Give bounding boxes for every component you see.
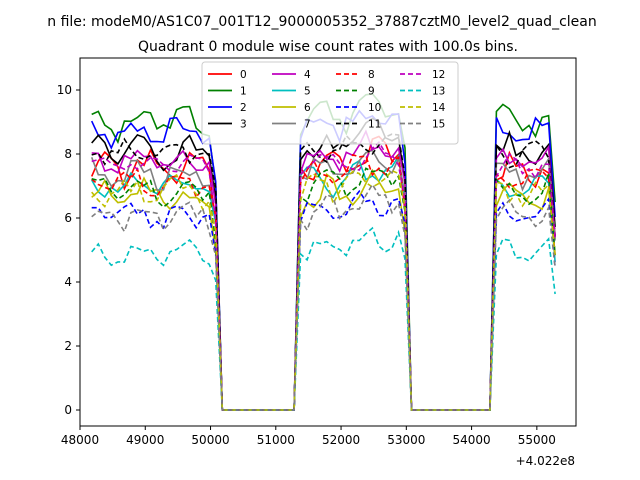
- x-tick-label: 49000: [126, 433, 164, 447]
- axis-ticks: 48000 49000 50000 51000 52000 53000 54000 55000…: [57, 83, 556, 447]
- chart-title: Quadrant 0 module wise count rates with …: [138, 39, 518, 55]
- series-line-4: [91, 129, 556, 411]
- series-line-0: [90, 135, 556, 411]
- series-group: [90, 92, 556, 411]
- legend-label-7: 7: [304, 119, 311, 131]
- x-offset-label: +4.022e8: [516, 454, 575, 468]
- x-tick-label: 55000: [518, 433, 556, 447]
- series-line-13: [91, 226, 556, 411]
- x-tick-label: 51000: [257, 433, 295, 447]
- legend-label-12: 12: [432, 69, 445, 81]
- legend-label-9: 9: [368, 86, 375, 98]
- x-tick-label: 53000: [387, 433, 425, 447]
- series-line-14: [91, 169, 556, 411]
- series-line-15: [91, 182, 556, 411]
- legend-label-0: 0: [240, 69, 247, 81]
- legend-label-13: 13: [432, 86, 445, 98]
- legend-label-11: 11: [368, 119, 381, 131]
- series-line-5: [91, 154, 556, 411]
- y-tick-label: 10: [57, 83, 72, 97]
- x-tick-label: 54000: [452, 433, 490, 447]
- legend-label-3: 3: [240, 119, 247, 131]
- legend-label-1: 1: [240, 86, 247, 98]
- legend-label-4: 4: [304, 69, 311, 81]
- series-line-6: [91, 168, 556, 411]
- chart-suptitle: n file: modeM0/AS1C07_001T12_9000005352_…: [47, 14, 596, 30]
- y-tick-label: 8: [64, 147, 72, 161]
- legend-label-10: 10: [368, 102, 381, 114]
- legend-label-2: 2: [240, 102, 247, 114]
- x-tick-label: 48000: [61, 433, 99, 447]
- x-tick-label: 52000: [322, 433, 360, 447]
- legend-label-5: 5: [304, 86, 311, 98]
- y-tick-label: 2: [64, 339, 72, 353]
- legend-label-15: 15: [432, 119, 445, 131]
- legend-box: [201, 61, 459, 145]
- plot-frame: [79, 57, 577, 427]
- y-tick-label: 0: [64, 403, 72, 417]
- series-line-9: [91, 167, 556, 411]
- y-tick-label: 4: [64, 275, 72, 289]
- y-tick-label: 6: [64, 211, 72, 225]
- series-line-10: [91, 189, 556, 411]
- legend-label-6: 6: [304, 102, 311, 114]
- x-tick-label: 50000: [191, 433, 229, 447]
- legend-label-8: 8: [368, 69, 375, 81]
- legend-label-14: 14: [432, 102, 446, 114]
